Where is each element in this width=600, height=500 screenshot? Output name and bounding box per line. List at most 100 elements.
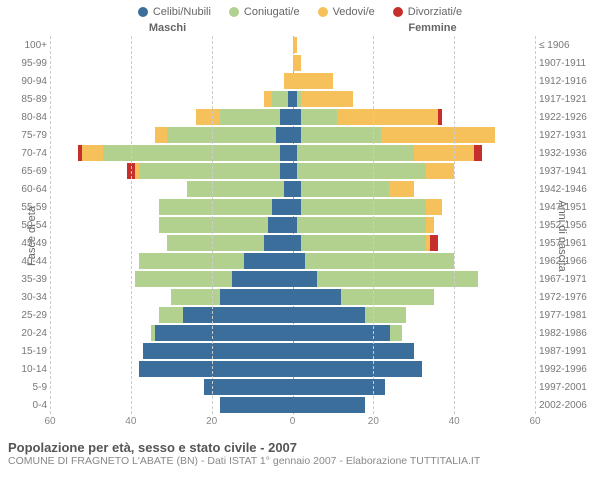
birth-label: 2002-2006 — [539, 400, 597, 411]
bar-segment — [293, 253, 305, 269]
bar-segment — [272, 91, 288, 107]
legend-item: Vedovi/e — [318, 6, 375, 18]
bar-segment — [232, 271, 293, 287]
birth-label: 1977-1981 — [539, 310, 597, 321]
bar-segment — [135, 271, 232, 287]
age-row: 5-91997-2001 — [50, 378, 535, 396]
bar-female — [293, 379, 536, 395]
age-label: 20-24 — [5, 328, 47, 339]
birth-label: 1942-1946 — [539, 184, 597, 195]
gender-left: Maschi — [0, 22, 300, 34]
bar-segment — [301, 199, 426, 215]
bar-segment — [264, 91, 272, 107]
bar-segment — [167, 127, 276, 143]
bar-segment — [183, 307, 292, 323]
bar-male — [50, 343, 293, 359]
age-label: 75-79 — [5, 130, 47, 141]
age-label: 70-74 — [5, 148, 47, 159]
bar-segment — [103, 145, 281, 161]
bar-male — [50, 37, 293, 53]
bar-segment — [220, 109, 281, 125]
bar-segment — [143, 343, 293, 359]
bar-segment — [220, 397, 293, 413]
bar-segment — [159, 217, 268, 233]
bar-segment — [293, 379, 386, 395]
age-row: 80-841922-1926 — [50, 108, 535, 126]
age-row: 85-891917-1921 — [50, 90, 535, 108]
legend-label: Vedovi/e — [333, 6, 375, 18]
bar-segment — [159, 307, 183, 323]
bar-female — [293, 253, 536, 269]
bar-female — [293, 235, 536, 251]
bar-female — [293, 343, 536, 359]
bar-segment — [341, 289, 434, 305]
bar-male — [50, 253, 293, 269]
age-label: 55-59 — [5, 202, 47, 213]
bar-segment — [426, 199, 442, 215]
x-tick: 40 — [449, 416, 460, 427]
age-row: 50-541952-1956 — [50, 216, 535, 234]
bar-segment — [196, 109, 220, 125]
bar-segment — [220, 289, 293, 305]
chart-subtitle: COMUNE DI FRAGNETO L'ABATE (BN) - Dati I… — [8, 455, 592, 467]
bar-segment — [280, 163, 292, 179]
bar-segment — [244, 253, 293, 269]
gridline — [212, 36, 213, 414]
x-tick: 20 — [368, 416, 379, 427]
bar-segment — [272, 199, 292, 215]
age-label: 60-64 — [5, 184, 47, 195]
bar-segment — [187, 181, 284, 197]
legend-swatch — [138, 7, 148, 17]
age-label: 95-99 — [5, 58, 47, 69]
birth-label: 1927-1931 — [539, 130, 597, 141]
bar-female — [293, 289, 536, 305]
bar-segment — [426, 163, 454, 179]
x-tick: 40 — [125, 416, 136, 427]
age-label: 25-29 — [5, 310, 47, 321]
birth-label: 1997-2001 — [539, 382, 597, 393]
age-row: 95-991907-1911 — [50, 54, 535, 72]
bar-segment — [293, 127, 301, 143]
bar-male — [50, 307, 293, 323]
age-label: 40-44 — [5, 256, 47, 267]
birth-label: ≤ 1906 — [539, 40, 597, 51]
rows: 100+≤ 190695-991907-191190-941912-191685… — [50, 36, 535, 414]
legend-item: Celibi/Nubili — [138, 6, 211, 18]
bar-female — [293, 73, 536, 89]
bar-segment — [293, 109, 301, 125]
birth-label: 1992-1996 — [539, 364, 597, 375]
bar-segment — [297, 145, 414, 161]
legend-label: Celibi/Nubili — [153, 6, 211, 18]
age-row: 70-741932-1936 — [50, 144, 535, 162]
legend: Celibi/NubiliConiugati/eVedovi/eDivorzia… — [0, 0, 600, 22]
x-tick: 60 — [529, 416, 540, 427]
bar-segment — [293, 199, 301, 215]
plot: 100+≤ 190695-991907-191190-941912-191685… — [50, 36, 535, 414]
age-label: 85-89 — [5, 94, 47, 105]
gridline — [131, 36, 132, 414]
age-label: 100+ — [5, 40, 47, 51]
bar-segment — [284, 181, 292, 197]
bar-segment — [293, 343, 414, 359]
bar-male — [50, 199, 293, 215]
bar-female — [293, 127, 536, 143]
bar-segment — [280, 145, 292, 161]
bar-female — [293, 55, 536, 71]
bar-segment — [293, 289, 342, 305]
age-label: 45-49 — [5, 238, 47, 249]
bar-segment — [305, 253, 455, 269]
x-tick: 0 — [290, 416, 296, 427]
bar-female — [293, 91, 536, 107]
bar-segment — [264, 235, 292, 251]
bar-segment — [297, 163, 426, 179]
bar-segment — [293, 73, 333, 89]
bar-segment — [390, 325, 402, 341]
birth-label: 1947-1951 — [539, 202, 597, 213]
birth-label: 1967-1971 — [539, 274, 597, 285]
age-label: 0-4 — [5, 400, 47, 411]
age-label: 50-54 — [5, 220, 47, 231]
bar-segment — [139, 253, 244, 269]
footer: Popolazione per età, sesso e stato civil… — [0, 436, 600, 467]
bar-segment — [155, 127, 167, 143]
bar-female — [293, 145, 536, 161]
